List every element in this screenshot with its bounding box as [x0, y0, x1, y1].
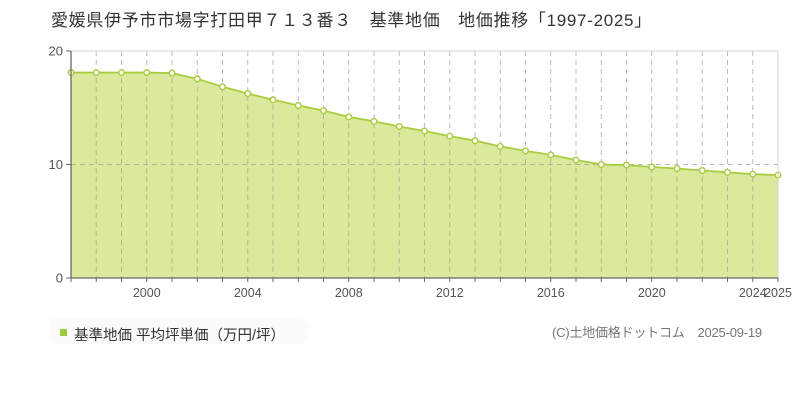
svg-text:20: 20 [49, 44, 63, 59]
svg-text:2008: 2008 [335, 286, 363, 300]
svg-text:2004: 2004 [234, 286, 262, 300]
svg-text:2012: 2012 [436, 286, 464, 300]
svg-text:2024: 2024 [739, 286, 767, 300]
svg-text:10: 10 [49, 157, 63, 172]
svg-text:2020: 2020 [638, 286, 666, 300]
svg-text:2000: 2000 [133, 286, 161, 300]
svg-text:2016: 2016 [537, 286, 565, 300]
svg-text:0: 0 [56, 271, 63, 286]
svg-text:2025: 2025 [764, 286, 792, 300]
